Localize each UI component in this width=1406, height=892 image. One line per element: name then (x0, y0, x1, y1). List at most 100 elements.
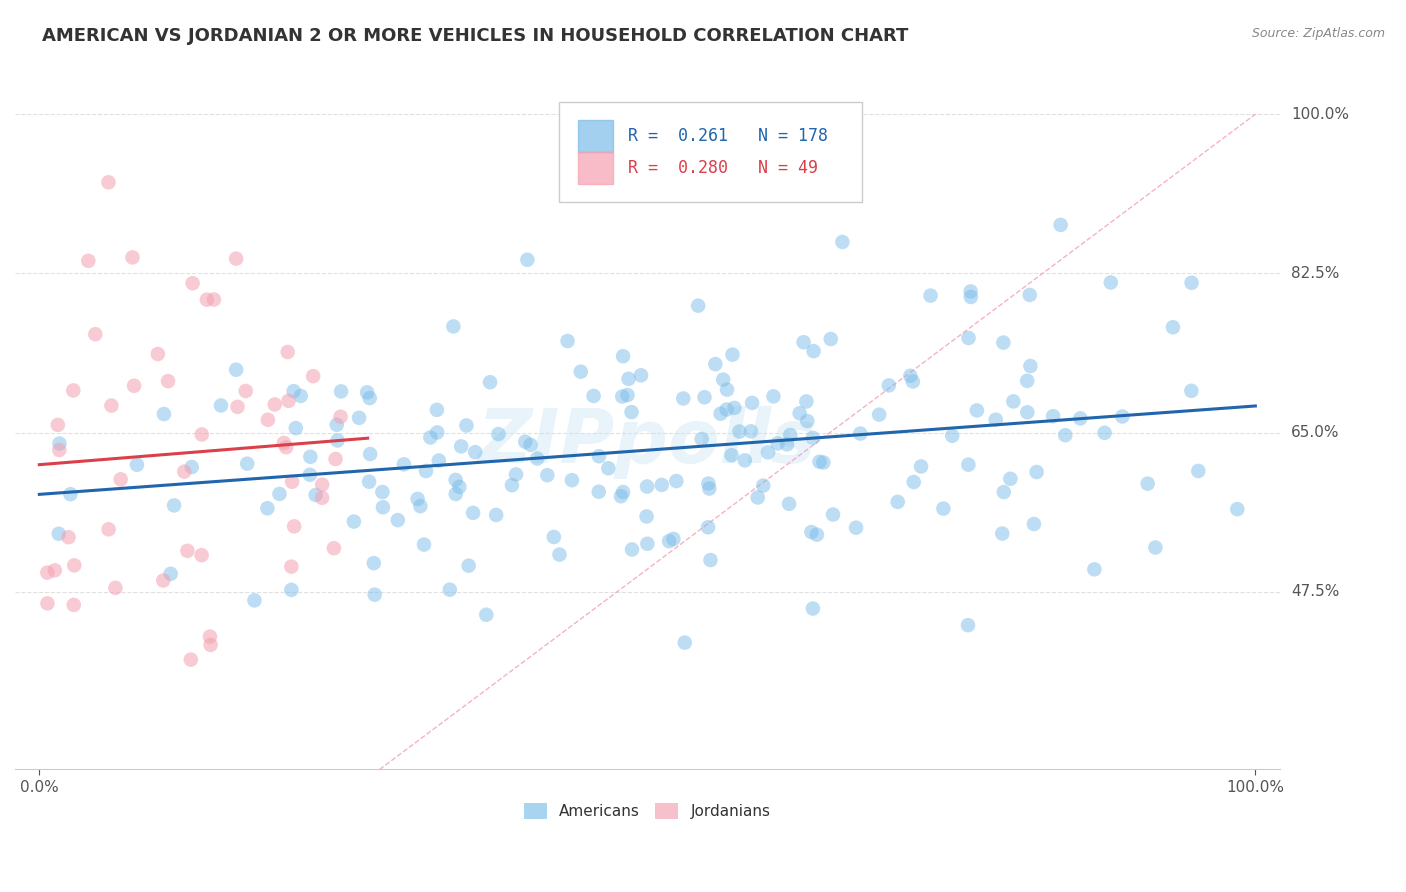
Americans (371, 500, 394, 515)
Jordanians (226, 400, 249, 414)
Americans (721, 348, 744, 362)
Legend: Americans, Jordanians: Americans, Jordanians (517, 797, 776, 825)
Americans (993, 485, 1015, 500)
Americans (704, 357, 727, 371)
Americans (371, 485, 394, 500)
Americans (612, 389, 634, 403)
Americans (956, 618, 979, 632)
Americans (125, 458, 148, 472)
Americans (330, 384, 353, 399)
Jordanians (276, 440, 298, 454)
Americans (845, 521, 868, 535)
Americans (536, 468, 558, 483)
Jordanians (122, 378, 145, 392)
Americans (444, 473, 467, 487)
Jordanians (302, 369, 325, 384)
Text: AMERICAN VS JORDANIAN 2 OR MORE VEHICLES IN HOUSEHOLD CORRELATION CHART: AMERICAN VS JORDANIAN 2 OR MORE VEHICLES… (42, 27, 908, 45)
Americans (299, 450, 322, 464)
Americans (699, 553, 721, 567)
Americans (456, 418, 478, 433)
Americans (415, 464, 437, 478)
Americans (444, 487, 467, 501)
Americans (59, 487, 82, 501)
Americans (849, 426, 872, 441)
Americans (290, 389, 312, 403)
Americans (283, 384, 305, 398)
Jordanians (58, 530, 80, 544)
Americans (475, 607, 498, 622)
Jordanians (44, 563, 66, 577)
Americans (991, 526, 1014, 541)
Americans (457, 558, 479, 573)
Americans (363, 556, 385, 570)
Americans (886, 495, 908, 509)
Americans (697, 520, 720, 534)
Americans (1069, 411, 1091, 425)
Text: ZIPpolls: ZIPpolls (478, 407, 817, 479)
Americans (813, 455, 835, 469)
Jordanians (273, 436, 295, 450)
Americans (1083, 562, 1105, 576)
Americans (1136, 476, 1159, 491)
Americans (1042, 409, 1064, 424)
Jordanians (277, 393, 299, 408)
Americans (959, 290, 981, 304)
Americans (449, 480, 471, 494)
Jordanians (46, 417, 69, 432)
Jordanians (104, 581, 127, 595)
Jordanians (173, 465, 195, 479)
Americans (209, 399, 232, 413)
FancyBboxPatch shape (558, 103, 862, 202)
Jordanians (235, 384, 257, 398)
Americans (1022, 516, 1045, 531)
Americans (548, 548, 571, 562)
Americans (716, 383, 738, 397)
Americans (180, 460, 202, 475)
Americans (1054, 428, 1077, 442)
Jordanians (121, 251, 143, 265)
Americans (1099, 276, 1122, 290)
Americans (793, 335, 815, 350)
Americans (957, 331, 980, 345)
Americans (697, 482, 720, 496)
Americans (298, 467, 321, 482)
Americans (741, 396, 763, 410)
Americans (672, 392, 695, 406)
Americans (779, 428, 801, 442)
Americans (464, 445, 486, 459)
Text: R =  0.280   N = 49: R = 0.280 N = 49 (628, 159, 818, 177)
Americans (569, 365, 592, 379)
Americans (821, 508, 844, 522)
Jordanians (97, 175, 120, 189)
Americans (356, 385, 378, 400)
Americans (582, 389, 605, 403)
Americans (709, 407, 731, 421)
Americans (756, 445, 779, 459)
Americans (665, 474, 688, 488)
Americans (910, 459, 932, 474)
Americans (616, 388, 638, 402)
Americans (617, 372, 640, 386)
Americans (1017, 374, 1039, 388)
Jordanians (195, 293, 218, 307)
Americans (450, 439, 472, 453)
Jordanians (191, 427, 214, 442)
Americans (1049, 218, 1071, 232)
Jordanians (198, 630, 221, 644)
Americans (636, 509, 658, 524)
Americans (612, 485, 634, 500)
Text: 100.0%: 100.0% (1291, 107, 1348, 121)
Jordanians (37, 596, 59, 610)
Jordanians (200, 638, 222, 652)
Jordanians (48, 442, 70, 457)
Americans (1226, 502, 1249, 516)
Jordanians (63, 558, 86, 573)
Jordanians (37, 566, 59, 580)
Americans (673, 635, 696, 649)
Americans (479, 375, 502, 389)
Americans (801, 601, 824, 615)
Americans (932, 501, 955, 516)
Americans (636, 479, 658, 493)
Jordanians (84, 327, 107, 342)
Americans (363, 588, 385, 602)
